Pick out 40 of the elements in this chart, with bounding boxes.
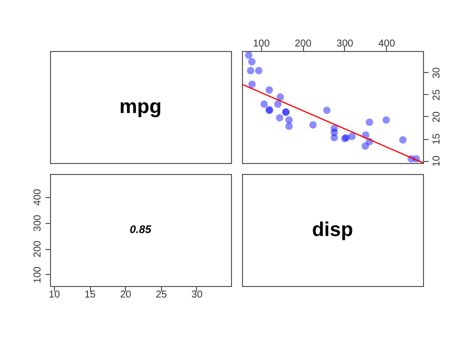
point xyxy=(248,80,256,88)
point xyxy=(382,116,390,124)
point xyxy=(309,121,317,129)
text: disp xyxy=(312,219,354,241)
annotation: 0.85 xyxy=(130,224,152,236)
x-tick-label: 400 xyxy=(378,38,396,50)
y-tick-label: 30 xyxy=(432,66,442,78)
y-tick-label: 10 xyxy=(432,155,442,167)
point xyxy=(260,100,268,108)
point xyxy=(266,86,273,94)
point xyxy=(330,134,338,142)
point xyxy=(246,66,254,74)
x-tick-label: 200 xyxy=(294,38,312,50)
point xyxy=(323,106,331,114)
x-tick-label: 300 xyxy=(336,38,354,50)
x-tick-label: 100 xyxy=(252,38,270,50)
point xyxy=(248,58,256,66)
point xyxy=(276,114,284,122)
point xyxy=(244,51,252,59)
point xyxy=(399,136,407,144)
point xyxy=(276,93,284,101)
y-tick-label: 300 xyxy=(32,214,44,232)
x-tick-label: 30 xyxy=(191,290,203,300)
y-tick-label: 400 xyxy=(32,188,44,206)
point xyxy=(285,122,293,130)
point xyxy=(362,142,370,150)
point xyxy=(366,118,374,126)
x-tick-label: 25 xyxy=(156,290,168,300)
y-tick-label: 200 xyxy=(32,240,44,258)
y-tick-label: 20 xyxy=(432,110,442,123)
x-tick-label: 15 xyxy=(84,290,96,300)
text: mpg xyxy=(119,96,162,118)
y-tick-label: 15 xyxy=(432,133,442,145)
x-tick-label: 20 xyxy=(120,290,132,300)
point xyxy=(330,124,338,132)
point xyxy=(255,66,262,74)
y-tick-label: 25 xyxy=(432,88,442,100)
point xyxy=(274,100,282,108)
x-tick-label: 10 xyxy=(48,290,60,300)
y-tick-label: 100 xyxy=(32,266,44,284)
